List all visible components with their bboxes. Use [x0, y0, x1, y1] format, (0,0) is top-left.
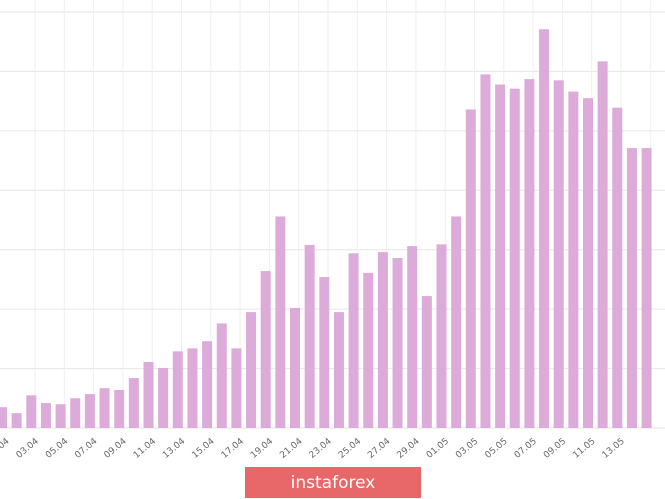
bar — [333, 312, 344, 428]
bar — [407, 246, 418, 428]
bar — [480, 74, 491, 429]
bar — [114, 389, 125, 428]
x-tick-label: 05.05 — [483, 437, 509, 461]
x-tick-label: 23.04 — [308, 436, 334, 460]
x-tick-label: 09.04 — [103, 436, 129, 460]
watermark: instaforex — [291, 473, 376, 493]
bar — [26, 395, 37, 428]
x-tick-label: 03.04 — [15, 436, 41, 460]
x-tick-label: 09.05 — [542, 437, 568, 461]
bar — [158, 367, 169, 428]
bar — [597, 61, 608, 428]
bar — [392, 258, 403, 428]
bar — [275, 216, 286, 428]
bar — [260, 271, 271, 428]
bar — [465, 109, 476, 428]
bar — [377, 252, 388, 428]
bar — [290, 307, 300, 428]
x-tick-label: 11.04 — [132, 436, 158, 460]
bar — [84, 394, 95, 428]
x-tick-label: 13.05 — [601, 437, 627, 461]
x-tick-label: 13.04 — [161, 436, 187, 460]
bar — [172, 351, 183, 428]
bar — [128, 378, 139, 428]
bar — [436, 244, 447, 428]
bar — [524, 79, 535, 428]
x-tick-label: 05.04 — [44, 436, 70, 460]
bar — [55, 404, 66, 428]
bar — [641, 148, 652, 428]
bar — [421, 296, 432, 428]
x-tick-label: 15.04 — [190, 436, 216, 460]
x-tick-label: 17.04 — [220, 436, 246, 460]
bar — [363, 272, 374, 428]
bar — [568, 91, 579, 429]
bar — [99, 388, 110, 428]
bar — [11, 413, 22, 428]
bar — [143, 362, 154, 428]
bar — [451, 216, 462, 428]
bar — [231, 348, 242, 428]
bar — [319, 277, 330, 428]
bar — [626, 148, 637, 428]
bar — [583, 98, 593, 429]
x-tick-label: 11.05 — [571, 437, 597, 461]
bar — [216, 323, 227, 428]
x-tick-label: 07.04 — [73, 436, 99, 460]
bar — [304, 244, 315, 428]
x-tick-label: 01.05 — [425, 437, 451, 461]
bar — [40, 403, 51, 428]
x-tick-label: 01.04 — [0, 436, 12, 460]
x-tick-label: 21.04 — [278, 436, 304, 460]
watermark-box — [245, 467, 421, 498]
x-tick-label: 29.04 — [396, 436, 422, 460]
x-tick-label: 07.05 — [513, 437, 539, 461]
x-tick-label: 19.04 — [249, 436, 275, 460]
x-tick-label: 27.04 — [366, 436, 392, 460]
bar — [187, 348, 198, 428]
bar — [202, 341, 213, 428]
bar — [539, 29, 550, 429]
bar — [246, 312, 257, 428]
bar — [612, 107, 623, 429]
x-tick-label: 03.05 — [454, 437, 480, 461]
bar — [70, 398, 81, 428]
bar — [509, 88, 520, 429]
bar — [553, 80, 564, 428]
bar — [0, 407, 7, 428]
x-tick-label: 25.04 — [337, 436, 363, 460]
bar — [348, 253, 359, 428]
bar — [495, 84, 506, 428]
